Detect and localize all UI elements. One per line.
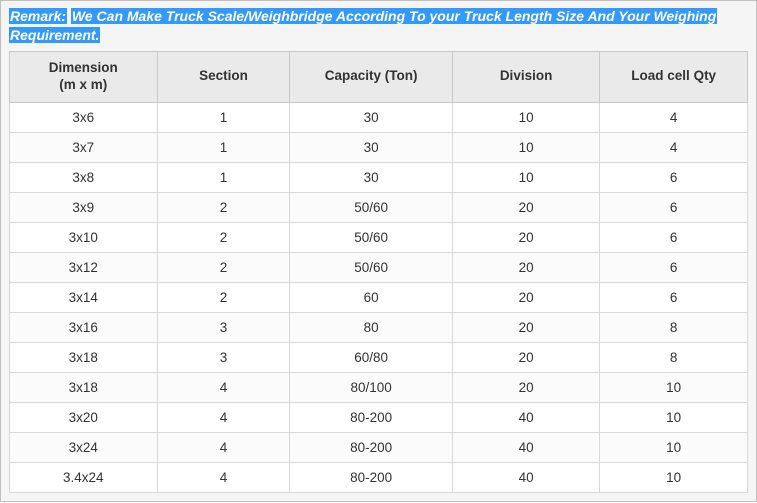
col-division: Division [452, 51, 600, 102]
cell-dim: 3x9 [10, 192, 158, 222]
document-container: Remark: We Can Make Truck Scale/Weighbri… [0, 0, 757, 502]
cell-capacity: 80 [290, 312, 452, 342]
table-row: 3x16380208 [10, 312, 748, 342]
cell-qty: 10 [600, 432, 748, 462]
table-row: 3x10250/60206 [10, 222, 748, 252]
cell-division: 10 [452, 102, 600, 132]
table-row: 3x20480-2004010 [10, 402, 748, 432]
cell-dim: 3x6 [10, 102, 158, 132]
cell-division: 20 [452, 342, 600, 372]
cell-division: 40 [452, 432, 600, 462]
cell-division: 20 [452, 372, 600, 402]
cell-section: 1 [157, 102, 290, 132]
remark-line1: We Can Make Truck Scale/Weighbridge Acco… [71, 8, 717, 24]
col-text: Capacity (Ton) [325, 68, 418, 83]
cell-qty: 10 [600, 372, 748, 402]
cell-capacity: 30 [290, 132, 452, 162]
cell-qty: 6 [600, 282, 748, 312]
remark-block: Remark: We Can Make Truck Scale/Weighbri… [9, 7, 748, 45]
cell-capacity: 30 [290, 162, 452, 192]
cell-dim: 3x12 [10, 252, 158, 282]
table-row: 3x14260206 [10, 282, 748, 312]
cell-capacity: 80-200 [290, 462, 452, 492]
col-dimension: Dimension (m x m) [10, 51, 158, 102]
cell-qty: 6 [600, 162, 748, 192]
cell-qty: 10 [600, 402, 748, 432]
cell-dim: 3.4x24 [10, 462, 158, 492]
spec-table: Dimension (m x m) Section Capacity (Ton)… [9, 51, 748, 493]
col-text: Section [199, 68, 248, 83]
cell-qty: 10 [600, 462, 748, 492]
cell-qty: 8 [600, 312, 748, 342]
table-row: 3x7130104 [10, 132, 748, 162]
table-row: 3.4x24480-2004010 [10, 462, 748, 492]
cell-section: 1 [157, 162, 290, 192]
cell-division: 20 [452, 192, 600, 222]
cell-dim: 3x18 [10, 372, 158, 402]
header-row: Dimension (m x m) Section Capacity (Ton)… [10, 51, 748, 102]
cell-qty: 4 [600, 132, 748, 162]
remark-line2: Requirement. [9, 27, 100, 43]
cell-capacity: 60/80 [290, 342, 452, 372]
cell-capacity: 60 [290, 282, 452, 312]
col-text: Dimension [49, 60, 118, 75]
cell-qty: 6 [600, 192, 748, 222]
cell-qty: 8 [600, 342, 748, 372]
cell-dim: 3x24 [10, 432, 158, 462]
cell-qty: 4 [600, 102, 748, 132]
table-row: 3x24480-2004010 [10, 432, 748, 462]
cell-capacity: 80-200 [290, 402, 452, 432]
cell-section: 2 [157, 252, 290, 282]
col-capacity: Capacity (Ton) [290, 51, 452, 102]
cell-section: 4 [157, 432, 290, 462]
cell-capacity: 50/60 [290, 252, 452, 282]
cell-capacity: 80-200 [290, 432, 452, 462]
table-header: Dimension (m x m) Section Capacity (Ton)… [10, 51, 748, 102]
table-row: 3x6130104 [10, 102, 748, 132]
cell-division: 40 [452, 462, 600, 492]
remark-label: Remark: [9, 8, 67, 24]
cell-dim: 3x7 [10, 132, 158, 162]
cell-division: 20 [452, 252, 600, 282]
cell-dim: 3x18 [10, 342, 158, 372]
cell-qty: 6 [600, 222, 748, 252]
cell-section: 2 [157, 192, 290, 222]
table-row: 3x8130106 [10, 162, 748, 192]
col-text: Load cell Qty [631, 68, 716, 83]
cell-capacity: 50/60 [290, 222, 452, 252]
cell-division: 10 [452, 162, 600, 192]
table-row: 3x18360/80208 [10, 342, 748, 372]
cell-section: 2 [157, 222, 290, 252]
cell-dim: 3x20 [10, 402, 158, 432]
cell-section: 2 [157, 282, 290, 312]
cell-capacity: 30 [290, 102, 452, 132]
cell-division: 20 [452, 222, 600, 252]
cell-division: 20 [452, 282, 600, 312]
cell-division: 40 [452, 402, 600, 432]
col-text: Division [500, 68, 553, 83]
table-body: 3x61301043x71301043x81301063x9250/602063… [10, 102, 748, 492]
cell-dim: 3x8 [10, 162, 158, 192]
cell-dim: 3x10 [10, 222, 158, 252]
cell-qty: 6 [600, 252, 748, 282]
col-text: (m x m) [59, 77, 107, 92]
cell-capacity: 50/60 [290, 192, 452, 222]
cell-division: 10 [452, 132, 600, 162]
col-section: Section [157, 51, 290, 102]
cell-section: 4 [157, 462, 290, 492]
cell-dim: 3x14 [10, 282, 158, 312]
table-row: 3x12250/60206 [10, 252, 748, 282]
cell-dim: 3x16 [10, 312, 158, 342]
cell-capacity: 80/100 [290, 372, 452, 402]
cell-section: 1 [157, 132, 290, 162]
cell-division: 20 [452, 312, 600, 342]
cell-section: 3 [157, 312, 290, 342]
col-loadcell: Load cell Qty [600, 51, 748, 102]
cell-section: 4 [157, 372, 290, 402]
table-row: 3x18480/1002010 [10, 372, 748, 402]
cell-section: 3 [157, 342, 290, 372]
table-row: 3x9250/60206 [10, 192, 748, 222]
cell-section: 4 [157, 402, 290, 432]
